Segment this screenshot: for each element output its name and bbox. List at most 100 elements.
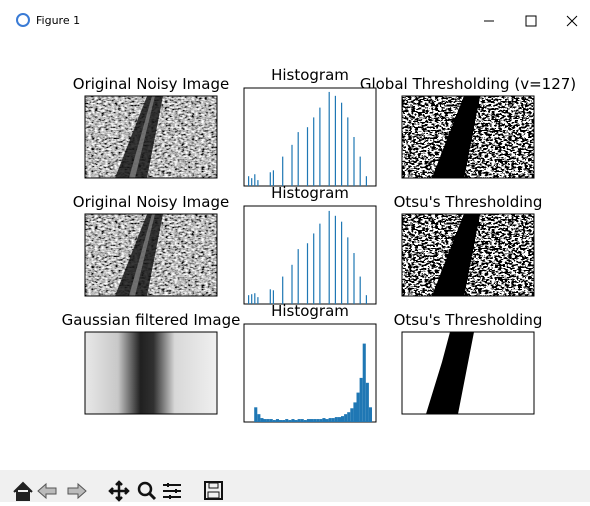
histogram-bar xyxy=(347,237,348,304)
histogram-bar xyxy=(298,132,299,186)
histogram-bar xyxy=(350,408,353,422)
histogram-bar xyxy=(270,419,273,422)
histogram-bar xyxy=(332,418,335,422)
histogram-bar xyxy=(260,418,263,422)
histogram-bar xyxy=(341,416,344,422)
image xyxy=(402,214,534,296)
histogram-bar xyxy=(301,419,304,422)
histogram-bar xyxy=(319,108,320,186)
subplot-title: Global Thresholding (v=127) xyxy=(360,75,576,93)
histogram-bar xyxy=(254,174,255,186)
image xyxy=(85,214,217,296)
histogram-bar xyxy=(360,157,361,186)
histogram-bar xyxy=(267,419,270,422)
histogram-bar xyxy=(313,233,314,304)
histogram-bar xyxy=(251,178,252,186)
image xyxy=(85,96,217,178)
histogram-bar xyxy=(366,295,367,304)
image-content xyxy=(402,96,534,178)
histogram-bar xyxy=(329,211,330,304)
image-content xyxy=(85,214,217,296)
histogram-bar xyxy=(360,277,361,304)
histogram-bar xyxy=(366,383,369,422)
histogram-bar xyxy=(341,103,342,186)
histogram-bar xyxy=(257,297,258,304)
histogram-bar xyxy=(307,243,308,304)
subplot-title: Histogram xyxy=(271,184,349,202)
histogram-bar xyxy=(307,419,310,422)
histogram-bar xyxy=(279,420,282,422)
figure: Original Noisy Image Histogram Global Thre… xyxy=(62,66,576,422)
subplot-title: Histogram xyxy=(271,302,349,320)
histogram-frame xyxy=(244,88,376,186)
histogram-bar xyxy=(307,127,308,186)
histogram-bar xyxy=(276,419,279,422)
image-content xyxy=(402,214,534,296)
histogram-bar xyxy=(248,176,249,186)
image-content xyxy=(402,96,534,178)
image-content xyxy=(85,96,217,178)
histogram-bar xyxy=(251,294,252,304)
histogram-bar xyxy=(295,420,298,422)
image xyxy=(85,332,217,414)
histogram-bar xyxy=(257,414,260,422)
histogram-bar xyxy=(282,420,285,422)
histogram-bar xyxy=(329,92,330,186)
histogram-bar xyxy=(298,419,301,422)
histogram-bar xyxy=(257,180,258,186)
histogram-bar xyxy=(291,265,292,304)
histogram-bar xyxy=(347,412,350,422)
subplot-title: Otsu's Thresholding xyxy=(394,193,543,211)
subplot-title: Gaussian filtered Image xyxy=(62,311,241,329)
image xyxy=(402,96,534,178)
histogram-bar xyxy=(353,402,356,422)
histogram-bar xyxy=(304,420,307,422)
histogram-bar xyxy=(363,344,366,422)
histogram-bar xyxy=(285,419,288,422)
histogram-bar xyxy=(254,407,257,422)
histogram-bar xyxy=(341,222,342,304)
histogram-bar xyxy=(282,157,283,186)
histogram-bar xyxy=(254,293,255,304)
histogram-bar xyxy=(353,137,354,186)
window-title: Figure 1 xyxy=(36,14,80,27)
image-content xyxy=(402,214,534,296)
histogram-bar xyxy=(338,417,341,422)
histogram-bar xyxy=(291,145,292,186)
image-content xyxy=(85,332,217,414)
subplot-title: Original Noisy Image xyxy=(73,75,229,93)
toolbar xyxy=(0,470,590,502)
histogram-frame xyxy=(244,206,376,304)
histogram-bar xyxy=(353,253,354,304)
histogram-bar xyxy=(335,96,336,186)
histogram-bar xyxy=(326,419,329,422)
configure-button[interactable] xyxy=(163,483,181,499)
histogram-bar xyxy=(264,419,267,422)
histogram-bar xyxy=(335,417,338,422)
histogram-bar xyxy=(273,420,276,422)
histogram-bar xyxy=(288,420,291,422)
histogram-bar xyxy=(344,414,347,422)
histogram-bar xyxy=(360,378,363,422)
histogram-bar xyxy=(357,393,360,422)
subplot-title: Otsu's Thresholding xyxy=(394,311,543,329)
histogram-bar xyxy=(310,419,313,422)
histogram-bar xyxy=(347,117,348,186)
subplot-title: Histogram xyxy=(271,66,349,84)
histogram-bar xyxy=(366,176,367,186)
histogram-bar xyxy=(316,419,319,422)
histogram-bar xyxy=(291,419,294,422)
histogram-bar xyxy=(248,295,249,304)
histogram-bar xyxy=(369,407,372,422)
image xyxy=(402,332,534,414)
histogram-bar xyxy=(335,216,336,304)
histogram-bar xyxy=(282,277,283,304)
histogram-bar xyxy=(319,419,322,422)
histogram-bar xyxy=(329,418,332,422)
window: Figure 1 Original Noisy Image Histogram Gl… xyxy=(0,0,590,502)
histogram-bar xyxy=(313,117,314,186)
histogram-bar xyxy=(322,418,325,422)
page: Figure 1 Original Noisy Image Histogram Gl… xyxy=(0,0,590,502)
histogram-bar xyxy=(298,249,299,304)
histogram-bar xyxy=(319,224,320,304)
